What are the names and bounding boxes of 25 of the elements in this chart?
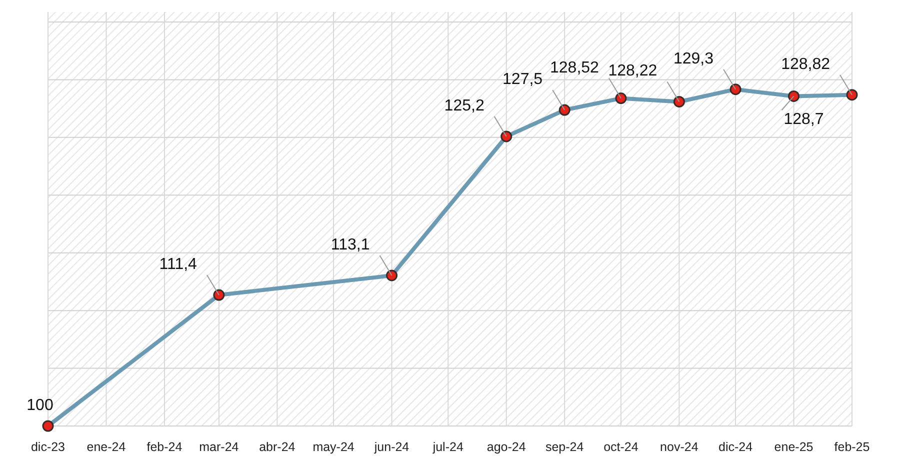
x-tick-label: jul-24	[432, 440, 464, 454]
x-tick-label: ene-25	[774, 440, 814, 454]
x-tick-label: may-24	[312, 440, 354, 454]
x-tick-label: abr-24	[259, 440, 296, 454]
data-label: 113,1	[330, 236, 370, 254]
x-tick-label: dic-24	[718, 440, 753, 454]
x-tick-label: feb-25	[834, 440, 870, 454]
data-label: 111,4	[159, 256, 198, 274]
data-label: 128,7	[784, 111, 824, 128]
data-label: 100	[26, 397, 54, 414]
x-tick-label: dic-23	[30, 440, 66, 454]
x-tick-label: feb-24	[146, 440, 182, 454]
data-label: 127,5	[502, 71, 543, 88]
data-label: 129,3	[673, 50, 714, 68]
data-label: 128,82	[781, 56, 830, 73]
x-tick-label: jun-24	[373, 440, 410, 454]
x-tick-label: oct-24	[604, 440, 638, 454]
x-tick-label: mar-24	[199, 440, 239, 454]
x-tick-label: ene-24	[86, 440, 126, 454]
x-tick-label: nov-24	[660, 440, 698, 454]
x-tick-label: sep-24	[545, 440, 584, 454]
data-label: 128,52	[550, 59, 600, 76]
data-label: 125,2	[444, 97, 484, 114]
x-tick-label: ago-24	[486, 440, 526, 454]
data-label: 128,22	[608, 62, 658, 80]
